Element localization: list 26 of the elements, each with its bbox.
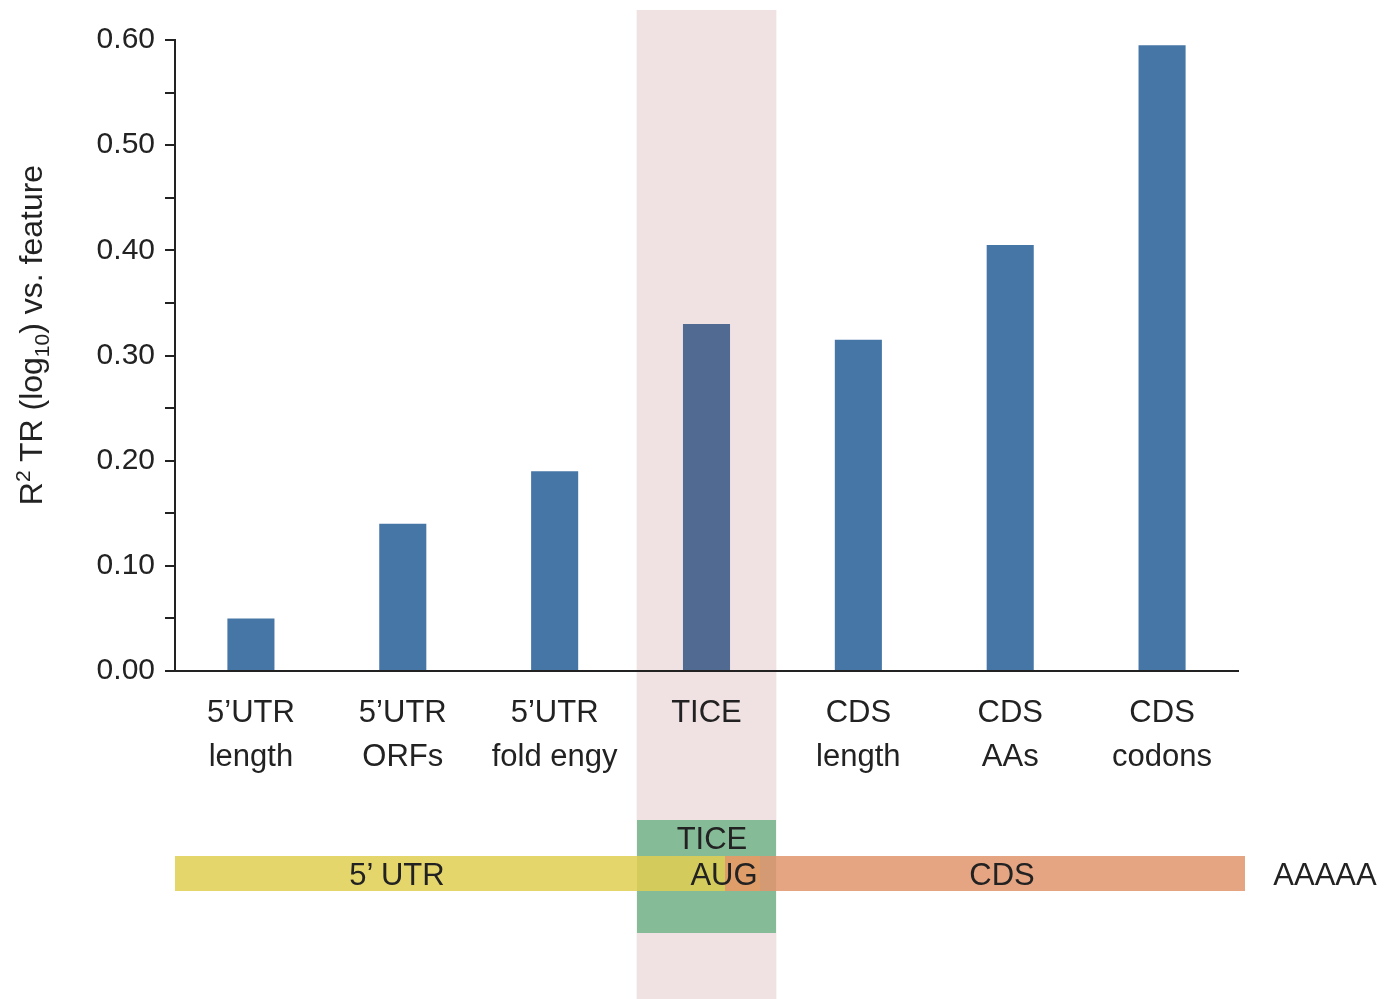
bar: [834, 339, 882, 670]
x-tick-label: 5’UTR ORFs: [358, 693, 447, 773]
y-tick-label: 0.60: [96, 21, 155, 55]
bar: [227, 618, 275, 670]
y-tick-label: 0.30: [96, 336, 155, 370]
bar: [379, 523, 427, 670]
bar: [1138, 45, 1186, 670]
y-tick-label: 0.10: [96, 547, 155, 581]
bar: [682, 323, 731, 670]
text: 5’ UTR: [349, 856, 445, 892]
text: AUG: [690, 856, 758, 892]
y-tick-label: 0.50: [96, 126, 155, 160]
x-tick-label: 5’UTR fold engy: [491, 693, 619, 773]
x-tick-label: 5’UTR length: [207, 693, 295, 773]
y-tick-label: 0.40: [96, 231, 155, 265]
bar: [531, 471, 579, 670]
x-tick-label: CDS codons: [1112, 693, 1213, 773]
y-tick-label: 0.20: [96, 441, 155, 475]
text: CDS: [969, 856, 1035, 892]
x-tick-label: CDS length: [816, 693, 901, 773]
x-tick-label: TICE: [671, 693, 742, 729]
y-tick-label: 0.00: [96, 652, 155, 686]
bar: [986, 245, 1034, 670]
x-tick-label: CDS AAs: [977, 693, 1043, 773]
text: AAAAA: [1273, 856, 1377, 892]
text: TICE: [676, 820, 748, 856]
